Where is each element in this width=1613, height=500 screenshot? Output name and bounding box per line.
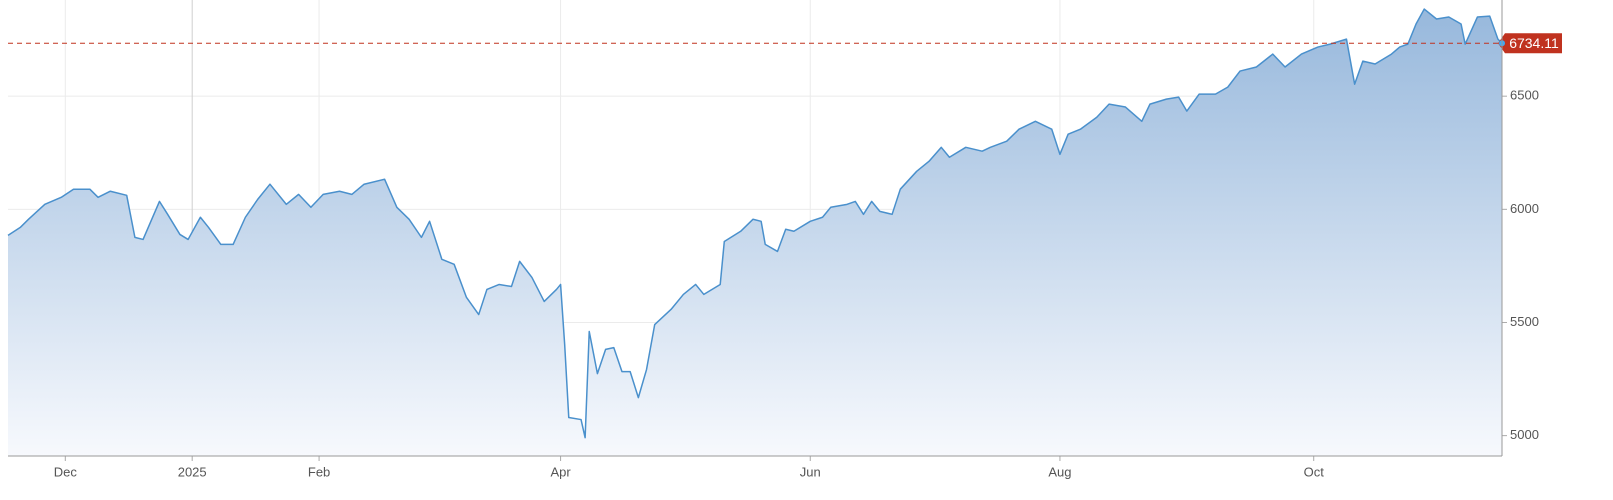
price-line xyxy=(7,8,1503,439)
x-tick-label: Feb xyxy=(308,464,330,479)
last-value-badge xyxy=(1498,33,1562,54)
x-tick-label: Jun xyxy=(800,464,821,479)
x-tick-label: Oct xyxy=(1304,464,1325,479)
y-tick-label: 5000 xyxy=(1510,427,1539,442)
y-tick-label: 5500 xyxy=(1510,314,1539,329)
y-tick-label: 6500 xyxy=(1510,88,1539,103)
area-fill xyxy=(8,9,1502,457)
last-value-label: 6734.11 xyxy=(1509,35,1559,51)
x-tick-label: 2025 xyxy=(178,464,207,479)
x-tick-label: Aug xyxy=(1048,464,1071,479)
y-tick-label: 6000 xyxy=(1510,201,1539,216)
x-tick-label: Dec xyxy=(54,464,78,479)
x-tick-label: Apr xyxy=(550,464,571,479)
